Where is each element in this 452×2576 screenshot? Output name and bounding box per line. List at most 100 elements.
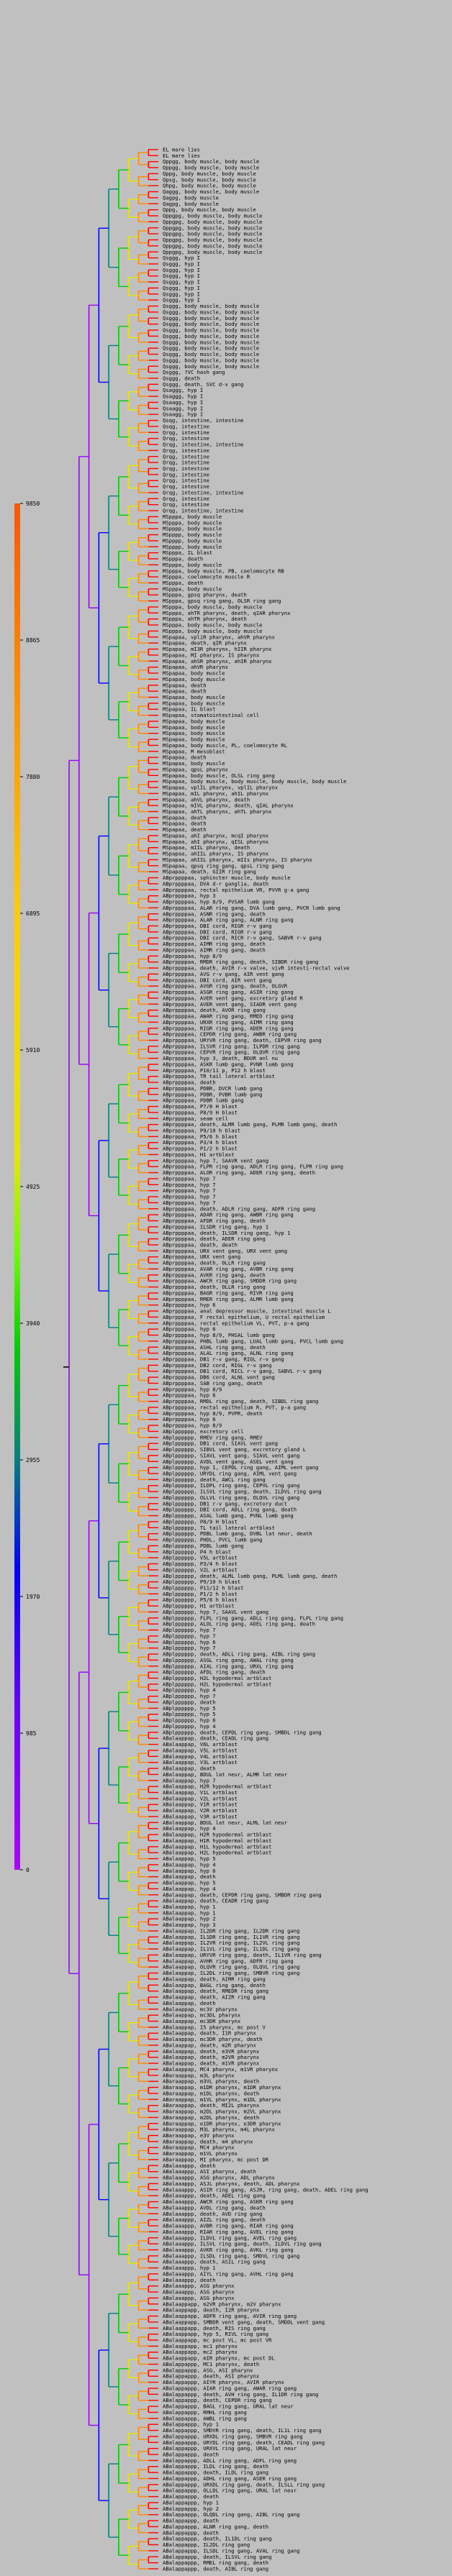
leaf-label: ABalaappap, V3R artblast [163,1813,238,1819]
leaf-label: ABalappappp, AWBL ring gang [163,2415,247,2421]
leaf-label: MSpapaa, ahVR pharynx [163,664,229,670]
leaf-label: ABaraappap, m2DL pharynx, death [163,2114,259,2121]
scale-tick-label: 9850 [26,501,40,507]
leaf-label: ABplpppppp, ASAL lumb gang, PVNL lumb ga… [163,1512,294,1519]
leaf-label: MSpapaa, M mesoblast [163,748,225,754]
leaf-label: ABalaappap, mc3DR pharynx, death [163,2036,262,2042]
leaf-label: Qsggg, ?VC hash gang [163,369,225,375]
leaf-label: ABaraappap, m1VL pharynx [163,2150,238,2157]
leaf-label: ABprppppaa, death, AVOR ring gang [163,1007,266,1013]
leaf-label: ABprppppaa, seam cell [163,1115,228,1122]
scale-tick-label: 4925 [26,1184,40,1190]
leaf-label: ABprppppaa, PDBR, PVBR lumb gang [163,1091,262,1097]
leaf-label: ABplpppppp, ILSVL ring gang, death, ILDV… [163,1489,322,1495]
leaf-label: ABprppppaa, hyp 7 [163,1194,216,1200]
scale-tick-label: 0 [26,1867,30,1873]
leaf-label: ABalaappap, hyp 3 [163,1922,216,1928]
leaf-label: Qsggg, hyp I [163,285,200,291]
leaf-label: MSpppa, gpsq ring gang, OLSR ring gang [163,598,281,604]
leaf-label: ABplpppppp, hyp 6 [163,1717,216,1724]
leaf-label: MSpapaa, body muscle [163,670,225,677]
leaf-label: ABaraappap, m1DL pharynx, death [163,2090,259,2096]
leaf-label: ABalappappp, RMEL ring gang, death [163,2559,268,2566]
leaf-label: ABalaappap, URYVR ring gang, death, IL1V… [163,1952,322,1958]
leaf-label: MSpapaa, death [163,688,207,695]
leaf-label: ABalappappp, ILSDL ring gang, AVAL ring … [163,2547,299,2554]
leaf-label: MSpppa, body muscle, body muscle [163,628,262,634]
leaf-label: Qagpg, body muscle [163,201,219,207]
leaf-label: ABalaappap, BDUL lat neur, ALML lat neur [163,1819,288,1826]
leaf-label: ABprppppaa, death, ILSDR ring gang, hyp … [163,1230,290,1236]
leaf-label: ABprppppaa, RMDL ring gang, death, SIBDL… [163,1398,318,1405]
scale-tick-label: 1970 [26,1594,40,1600]
leaf-label: Qsggg, hyp I [163,291,200,297]
leaf-label: ABplpppppp, P11/12 h blast [163,1584,244,1591]
leaf-label: ABalappappp, hyp 1 [163,2421,219,2428]
leaf-label: ABprppppaa, F rectal epithelium, U recta… [163,1314,325,1320]
leaf-label: ABplpppppp, P8/9 H blast [163,1518,238,1525]
leaf-label: ABalaappap, AVHR ring gang, ADFR ring ga… [163,1958,294,1964]
leaf-label: ABprppppaa, TR tail lateral artblast [163,1073,275,1079]
leaf-label: ABalappappp, BAGL ring gang, URAL lat ne… [163,2403,294,2410]
leaf-label: ABalaappap, MC4 pharynx, m1VR pharynx [163,2066,279,2073]
leaf-label: ABalappappp, URXVL ring gang, URAL lat n… [163,2445,297,2452]
leaf-label: ABalaappap, H2R hypodermal artblast [163,1832,271,1838]
leaf-label: ABalaappap, H2L hypodermal artblast [163,1850,271,1856]
leaf-label: ABprppppaa, BAGR ring gang, RIVR ring ga… [163,1289,294,1296]
leaf-label: ABalappappp, death [163,2452,219,2458]
leaf-label: MSpppp, body muscle [163,526,222,532]
leaf-label: Qppg, body muscle, body muscle [163,206,256,213]
scale-tick-label: 2955 [26,1457,40,1463]
leaf-label: ABprppppaa, DB1 cord, RICL r-v gang, SAB… [163,1368,322,1374]
leaf-label: ABalaaappp, death [163,2162,216,2169]
leaf-label: Qsggg, hyp I [163,260,200,267]
leaf-label: Qsggg, body muscle, body muscle [163,339,259,345]
leaf-label: ABprppppaa, hyp 8/9, PHSAL lumb gang [163,1332,275,1338]
leaf-label: MSpppp, body muscle [163,531,222,538]
leaf-label: ABprppppaa, hyp 8/9 [163,1422,222,1429]
leaf-label: ABprppppaa, P9/10 h blast [163,1128,240,1134]
leaf-label: Qsggg, body muscle, body muscle [163,315,259,321]
leaf-label: ABplpppppp, P3/4 h blast [163,1561,238,1567]
leaf-label: ABalaappap, IL1DR ring gang, IL1VR ring … [163,1934,299,1940]
leaf-label: ABalaappap, BDUL lat neur, ALMR lat neur [163,1771,288,1778]
leaf-label: ABaraappap, m1DR pharynx, m1DR pharynx [163,2084,281,2091]
leaf-label: MSpapaa, body muscle [163,718,225,724]
leaf-label: ABalaaappp, ILDVL ring gang, AVEL ring g… [163,2234,297,2241]
leaf-label: ABprppppaa, hyp 7 [163,1175,216,1182]
leaf-label: ABalaappap, BAGL ring gang, death [163,1982,266,1988]
leaf-label: ABalaaappp, death [163,2277,216,2283]
leaf-label: Qrqg, intestine [163,483,209,490]
leaf-label: ABalappappp, death [163,2529,219,2536]
leaf-label: ABalaaappp, ILSDL ring gang, SMDVL ring … [163,2252,299,2259]
leaf-label: ABalaappap, V6L artblast [163,1741,238,1748]
leaf-label: ABalaappap, hyp 1 [163,1909,216,1916]
leaf-label: ABprppppaa, RMDR ring gang, death, SIBDR… [163,959,318,965]
leaf-label: ABalaappap, death [163,2000,216,2006]
leaf-label: Qsggg, body muscle, body muscle [163,321,259,327]
scale-tick-label: 7880 [26,774,40,780]
leaf-label: ABplpppppp, TL tail lateral artblast [163,1525,275,1531]
leaf-label: ABplpppppp, AIAL ring gang, URXL ring ga… [163,1663,294,1669]
leaf-label: MSpapaa, death, qIR pharynx [163,640,248,647]
leaf-label: ABalaaappp, ASG pharynx, ADL pharynx [163,2175,275,2181]
leaf-label: ABalappappp, death, ILDL ring gang [163,2470,268,2476]
leaf-label: ABalappappp, death, ILSVL ring gang [163,2554,271,2560]
leaf-label: MSpppp, body muscle [163,544,222,550]
leaf-label: MSpapaa, body muscle [163,730,225,736]
leaf-label: MSpapaa, vpliR pharynx, ahVR pharynx [163,634,275,640]
leaf-label: ABprppppaa, AVER vent gang, excretory gl… [163,995,303,1001]
leaf-label: ABprppppaa, P7/8 H blast [163,1103,238,1110]
leaf-label: ABalaaappp, AWCR ring gang, ASKR ring ga… [163,2198,294,2205]
leaf-label: ABprppppaa, URXR ring gang, AIMR ring ga… [163,1019,294,1026]
leaf-label: ABalappappp, OLQDL ring gang, AIBL ring … [163,2511,299,2518]
leaf-label: ABprppppaa, P10/11 p, P12 h blast [163,1067,266,1074]
leaf-label: ABalaappap, H1L hypodermal artblast [163,1843,271,1850]
leaf-label: MSpapaa, death [163,682,207,688]
leaf-label: ABalaaappp, RIAR ring gang, AVEL ring ga… [163,2229,294,2235]
leaf-label: MSpppa, ahTR pharynx, death, qIAR pharyn… [163,610,291,616]
leaf-label: ABprppppaa, PDBR, DVCR lumb gang [163,1085,262,1092]
leaf-label: ABalaappap, IL1VL ring gang, IL1DL ring … [163,1946,299,1952]
leaf-label: ABaraappap, m3VL pharynx, death [163,2078,259,2085]
leaf-label: ABprppppaa, P5/6 h blast [163,1133,238,1140]
